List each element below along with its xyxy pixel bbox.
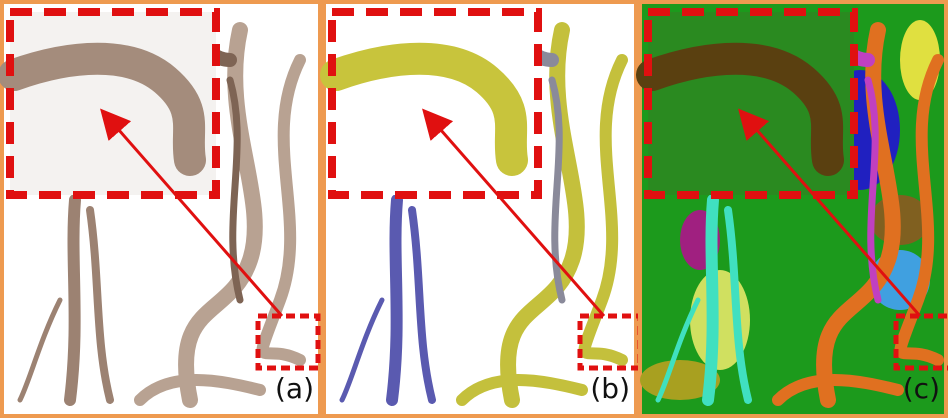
panel: (a) bbox=[2, 2, 320, 416]
vessel bbox=[708, 200, 713, 400]
page: (a)(b)(c) (() => { const data = JSON.par… bbox=[0, 0, 948, 418]
panel: (c) bbox=[640, 2, 948, 416]
vessel bbox=[70, 200, 75, 400]
vessel bbox=[392, 200, 397, 400]
panel-label: (b) bbox=[590, 372, 630, 405]
panel-label: (a) bbox=[275, 372, 314, 405]
figure: (a) (b) (c) bbox=[0, 0, 948, 418]
panel-label: (c) bbox=[903, 372, 940, 405]
panel: (b) bbox=[324, 2, 640, 416]
